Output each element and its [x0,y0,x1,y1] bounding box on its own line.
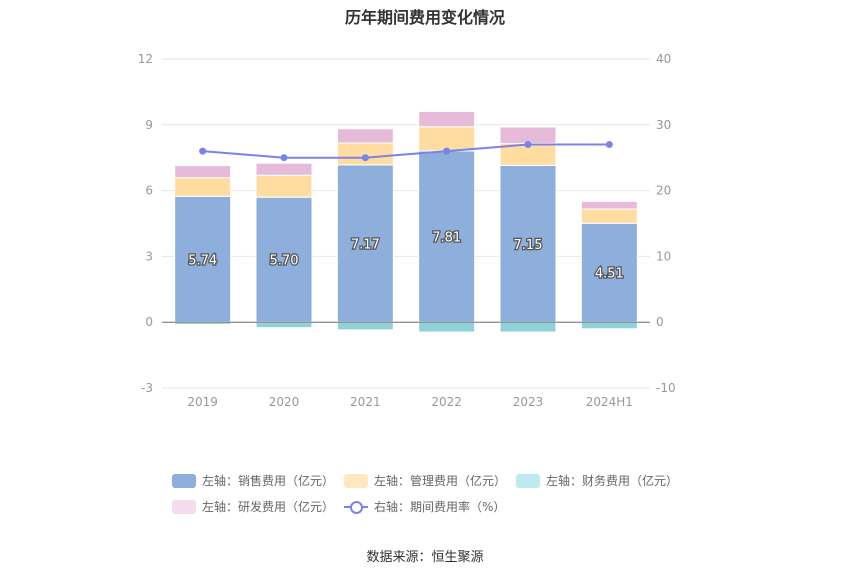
x-axis-tick-label: 2024H1 [586,395,633,409]
right-axis-tick-label: 40 [656,52,671,66]
legend-item-finance[interactable]: 左轴：财务费用（亿元） [516,472,678,489]
legend-item-admin[interactable]: 左轴：管理费用（亿元） [344,472,506,489]
bar-rd [174,165,232,179]
bar-finance [499,321,557,333]
left-axis-tick-label: 3 [145,249,153,263]
legend-item-rd[interactable]: 左轴：研发费用（亿元） [172,498,334,515]
rate-point [524,141,532,149]
bar-rd [336,128,394,144]
right-axis-tick-label: 30 [656,118,671,132]
legend-label-rd: 左轴：研发费用（亿元） [202,500,335,514]
x-axis-tick-label: 2023 [513,395,544,409]
bar-finance [336,321,394,331]
bar-rd [418,110,476,128]
legend-label-admin: 左轴：管理费用（亿元） [374,474,507,488]
rate-point [280,154,288,162]
right-axis-tick-label: 0 [656,315,664,329]
legend-label-sales: 左轴：销售费用（亿元） [202,474,335,488]
bar-admin [336,142,394,166]
rate-point [199,147,207,155]
data-label-sales: 4.51 [595,267,624,282]
chart-title: 历年期间费用变化情况 [344,8,505,27]
x-axis-tick-label: 2019 [187,395,218,409]
legend-swatch-admin [344,473,368,488]
left-axis-tick-label: 12 [138,52,153,66]
bar-finance [255,321,313,329]
rate-point [443,147,451,155]
bar-rd [580,200,638,210]
data-label-sales: 5.74 [188,253,217,268]
left-axis-tick-label: 6 [145,184,153,198]
data-label-sales: 7.15 [514,238,543,253]
bar-admin [174,177,232,197]
x-axis-tick-label: 2022 [431,395,462,409]
data-label-sales: 7.17 [351,238,380,253]
bar-sales [499,164,557,323]
legend-item-sales[interactable]: 左轴：销售费用（亿元） [172,472,334,489]
bar-sales [255,196,313,323]
data-source: 数据来源：恒生聚源 [366,550,484,565]
bar-finance [580,321,638,330]
bar-finance [418,321,476,333]
legend-swatch-rate [344,500,368,514]
data-label-sales: 7.81 [432,231,461,246]
legend-swatch-rd [172,499,196,514]
bar-admin [580,208,638,224]
data-label-sales: 5.70 [270,254,299,269]
right-axis-tick-label: -10 [656,381,676,395]
legend-label-finance: 左轴：财务费用（亿元） [546,474,679,488]
rate-point [605,141,613,149]
legend-swatch-finance [516,473,540,488]
left-axis-tick-label: 9 [145,118,153,132]
bar-sales [418,150,476,323]
legend-swatch-sales [172,473,196,488]
rate-line [202,143,610,159]
x-axis-tick-label: 2020 [269,395,300,409]
left-axis-tick-label: 0 [145,315,153,329]
bar-admin [255,174,313,198]
rate-point [361,154,369,162]
bar-rd [499,126,557,144]
right-axis-tick-label: 10 [656,249,671,263]
legend-label-rate: 右轴：期间费用率（%） [374,500,506,514]
right-axis-tick-label: 20 [656,184,671,198]
bar-admin [418,126,476,152]
left-axis-tick-label: -3 [141,381,153,395]
legend-item-rate[interactable]: 右轴：期间费用率（%） [344,498,505,515]
x-axis-tick-label: 2021 [350,395,381,409]
bar-rd [255,162,313,176]
